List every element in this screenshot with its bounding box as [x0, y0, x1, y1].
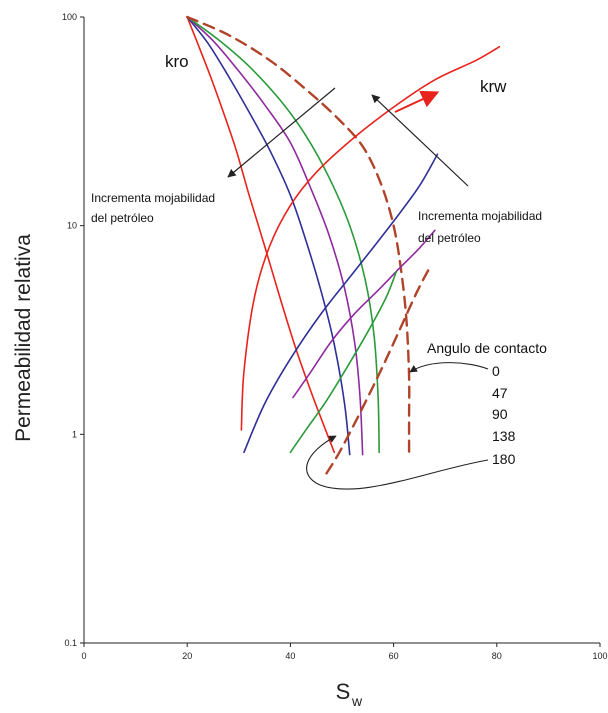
oil-wettability-note-left-line2: del petróleo — [91, 211, 154, 225]
legend-callout-arrow-top — [409, 362, 489, 373]
krw-direction-arrow — [394, 90, 440, 113]
axis-ticks: 0 20 40 60 80 100 0.1 1 10 100 — [62, 12, 608, 661]
y-tick-label: 10 — [67, 221, 77, 231]
krw-curve-angle-47 — [243, 153, 439, 454]
y-tick-label: 0.1 — [64, 638, 77, 648]
x-axis-label-subscript: w — [351, 693, 363, 709]
kro-curve-label: kro — [165, 52, 189, 71]
krw-curve-angle-0 — [240, 45, 501, 431]
oil-wettability-note-left-line1: Incrementa mojabilidad — [91, 191, 215, 205]
kro-curve-angle-138 — [186, 16, 380, 454]
krw-curve-angle-180 — [325, 266, 431, 475]
x-tick-label: 60 — [389, 651, 399, 661]
oil-wettability-note-right-line2: del petróleo — [418, 231, 481, 245]
x-tick-label: 0 — [81, 651, 86, 661]
x-tick-label: 40 — [285, 651, 295, 661]
legend-callout-arrow-bottom — [306, 435, 489, 490]
oil-wettability-arrow-left — [227, 87, 336, 178]
x-tick-label: 100 — [592, 651, 607, 661]
contact-angle-entry-180: 180 — [492, 451, 516, 467]
kro-curve-angle-180 — [186, 15, 411, 456]
oil-wettability-arrow-right — [371, 94, 469, 187]
contact-angle-entry-138: 138 — [492, 428, 516, 444]
contact-angle-entry-47: 47 — [492, 385, 508, 401]
oil-wettability-note-right-line1: Incrementa mojabilidad — [418, 209, 542, 223]
kro-curve-angle-47 — [186, 16, 351, 456]
curve-group — [186, 15, 501, 475]
contact-angle-entry-90: 90 — [492, 406, 508, 422]
y-tick-label: 100 — [62, 12, 77, 22]
y-axis-label: Permeabilidad relativa — [12, 234, 35, 442]
krw-curve-angle-138 — [289, 271, 397, 454]
y-tick-label: 1 — [72, 429, 77, 439]
krw-curve-label: krw — [480, 77, 507, 96]
contact-angle-entry-0: 0 — [492, 363, 500, 379]
x-axis-label-main: S — [336, 679, 351, 704]
krw-curve-angle-90 — [292, 229, 436, 399]
kro-curve-angle-0 — [186, 16, 336, 454]
x-tick-label: 20 — [182, 651, 192, 661]
contact-angle-legend-title: Angulo de contacto — [427, 340, 547, 356]
x-tick-label: 80 — [492, 651, 502, 661]
kro-curve-angle-90 — [186, 16, 364, 456]
